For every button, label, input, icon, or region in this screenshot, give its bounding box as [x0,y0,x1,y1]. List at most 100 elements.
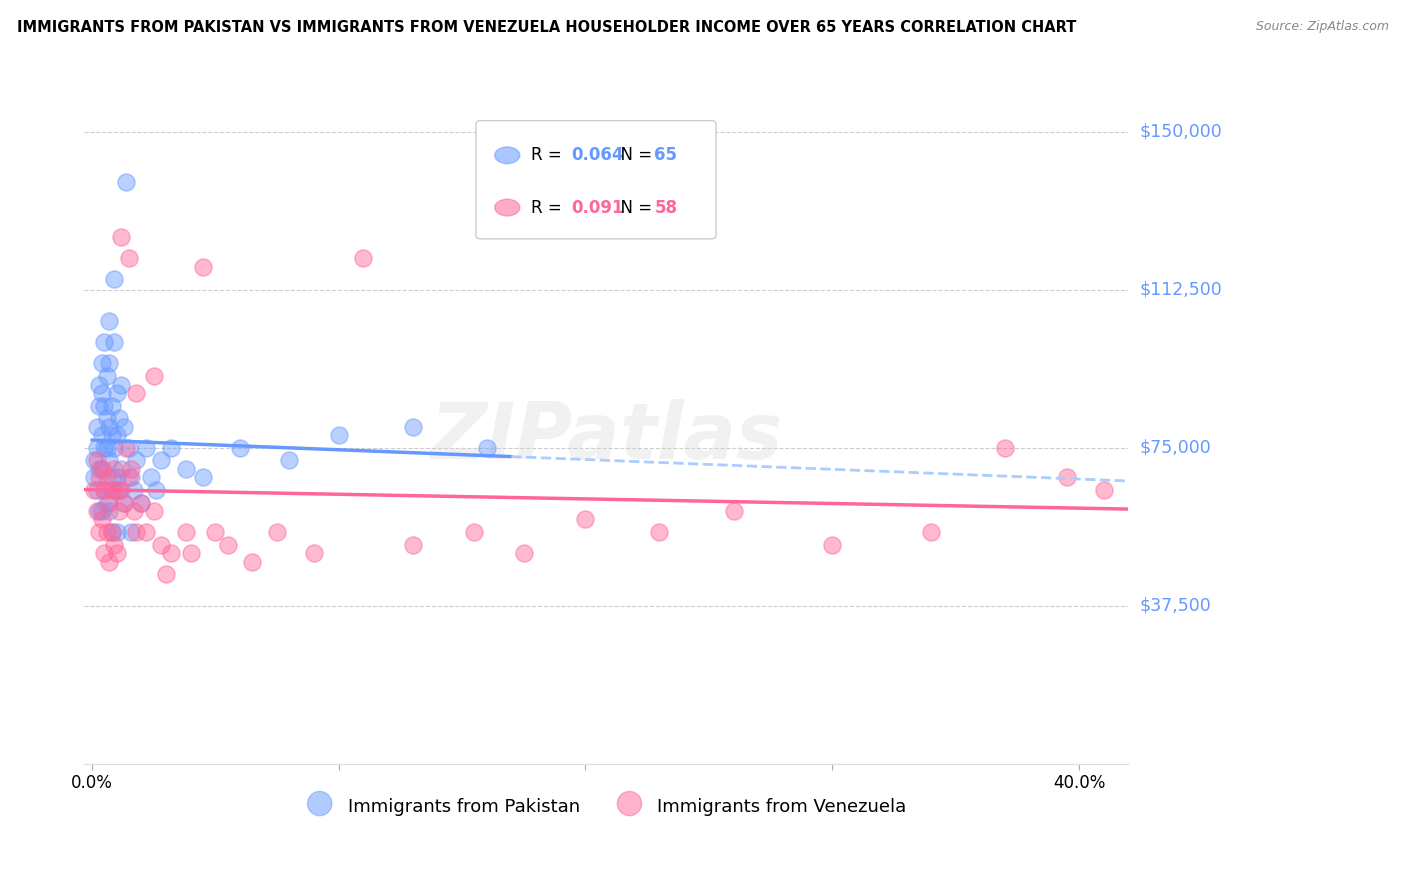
Point [100,524,122,539]
Point [180,546,202,560]
Point [160,546,183,560]
Point [574,512,596,526]
Point [90,357,112,371]
Point [100,399,122,413]
Point [96,495,118,509]
Point [129,495,152,509]
Point [994,441,1017,455]
Point [90,504,112,518]
Text: 58: 58 [654,199,678,217]
Point [83,483,105,497]
Point [1056,470,1078,484]
Point [125,524,148,539]
Point [83,470,105,484]
Point [821,538,844,552]
Point [98,419,121,434]
Point [120,470,142,484]
Point [93,483,115,497]
Point [89,462,111,476]
Point [149,538,172,552]
Text: $150,000: $150,000 [1139,123,1222,141]
Point [120,462,142,476]
Point [105,428,128,442]
Point [89,399,111,413]
Point [129,495,152,509]
Point [93,335,115,350]
Point [89,377,111,392]
Point [1092,483,1115,497]
Point [139,470,162,484]
Point [86,504,108,518]
Point [204,524,226,539]
Text: $37,500: $37,500 [1139,597,1212,615]
Point [115,175,138,189]
Point [105,483,128,497]
Text: 0.064: 0.064 [571,146,623,164]
Point [142,369,165,384]
Text: ZIPatlas: ZIPatlas [430,399,783,475]
Point [108,411,131,425]
Text: N =: N = [610,199,657,217]
Text: N =: N = [610,146,657,164]
Point [98,495,121,509]
Point [278,453,301,467]
Circle shape [495,199,520,216]
Point [110,462,132,476]
Point [98,314,121,328]
Point [513,546,536,560]
Text: 65: 65 [654,146,678,164]
Point [98,357,121,371]
Point [100,524,122,539]
Point [125,386,148,401]
Point [96,470,118,484]
Point [100,470,122,484]
Text: 0.091: 0.091 [571,199,623,217]
Point [302,546,325,560]
Point [118,441,141,455]
Point [98,453,121,467]
Point [122,483,145,497]
Circle shape [495,147,520,163]
Point [328,428,350,442]
Point [229,441,252,455]
Point [110,377,132,392]
Point [96,411,118,425]
Point [723,504,745,518]
Point [103,272,125,286]
Point [105,386,128,401]
Point [90,428,112,442]
Point [149,453,172,467]
Point [115,441,138,455]
Point [191,470,214,484]
Point [89,470,111,484]
Point [103,538,125,552]
Point [96,369,118,384]
Point [89,504,111,518]
Point [108,483,131,497]
Point [93,483,115,497]
Point [142,504,165,518]
Point [402,538,425,552]
Point [89,524,111,539]
Text: R =: R = [531,199,567,217]
Point [266,524,288,539]
Point [86,453,108,467]
Point [90,512,112,526]
Point [105,524,128,539]
FancyBboxPatch shape [477,120,716,239]
Point [160,441,183,455]
Point [110,230,132,244]
Point [96,524,118,539]
Point [93,546,115,560]
Point [217,538,239,552]
Point [112,495,135,509]
Point [155,567,177,582]
Point [103,441,125,455]
Point [118,470,141,484]
Text: $112,500: $112,500 [1139,281,1222,299]
Point [110,483,132,497]
Point [174,462,197,476]
Text: IMMIGRANTS FROM PAKISTAN VS IMMIGRANTS FROM VENEZUELA HOUSEHOLDER INCOME OVER 65: IMMIGRANTS FROM PAKISTAN VS IMMIGRANTS F… [17,20,1076,35]
Point [463,524,485,539]
Point [86,483,108,497]
